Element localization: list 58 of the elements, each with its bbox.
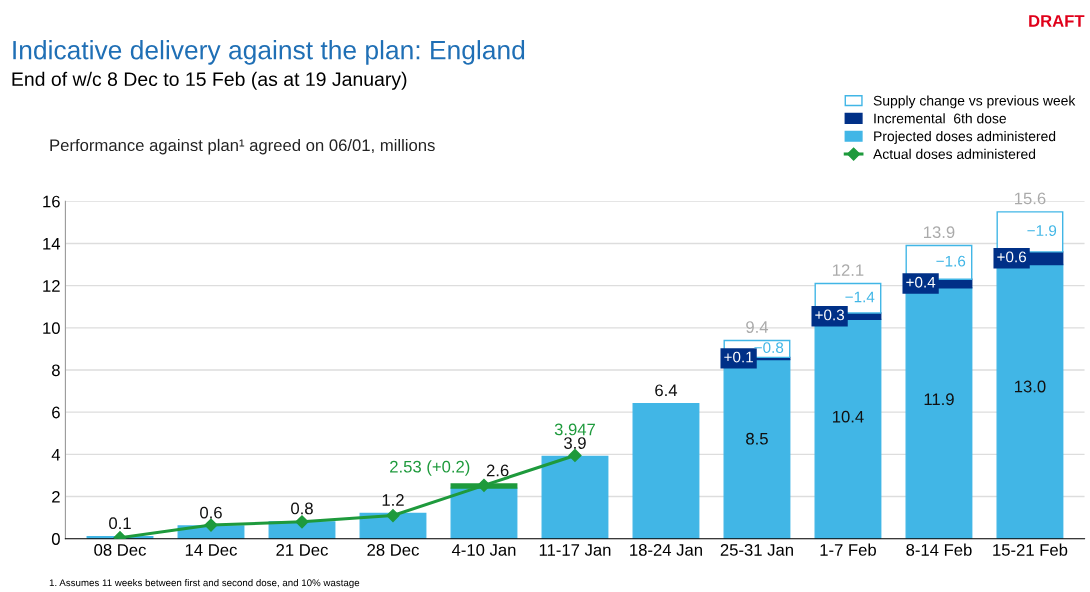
annotation: −1.9 xyxy=(1027,225,1057,236)
data-label: 13.0 xyxy=(1015,380,1046,393)
total-label: 9.4 xyxy=(746,321,769,333)
legend-label: Projected doses administered xyxy=(874,131,1056,144)
x-tick-label: 14 Dec xyxy=(185,544,237,556)
x-tick-label: 4-10 Jan xyxy=(451,544,516,556)
y-tick-label: 2 xyxy=(52,490,60,503)
x-tick-label: 25-31 Jan xyxy=(720,544,793,556)
point xyxy=(295,515,309,529)
total-label: 12.1 xyxy=(833,264,864,276)
bar xyxy=(450,487,518,539)
data-label: 8.5 xyxy=(746,432,768,445)
legend-label: Supply change vs previous week xyxy=(873,95,1076,109)
bar xyxy=(632,403,700,539)
x-tick-label: 08 Dec xyxy=(94,544,146,556)
data-label: 11.9 xyxy=(924,393,954,406)
annotation: −1.6 xyxy=(936,255,966,267)
y-tick-label: 14 xyxy=(43,238,61,250)
data-label: 3.947 xyxy=(554,423,595,436)
total-label: 15.6 xyxy=(1015,192,1046,205)
chart-subtitle: End of w/c 8 Dec to 15 Feb (as at 19 January) xyxy=(12,71,407,90)
total-label: 3.9 xyxy=(564,437,586,449)
data-label: 2.53 (+0.2) xyxy=(390,460,470,476)
y-tick-label: 8 xyxy=(51,364,60,377)
y-tick-label: 12 xyxy=(43,280,60,292)
total-label: 1.2 xyxy=(382,494,404,506)
total-label: 0.6 xyxy=(200,506,222,519)
x-tick-label: 8-14 Feb xyxy=(906,543,972,556)
y-tick-label: 4 xyxy=(51,448,61,461)
total-label: 0.8 xyxy=(291,502,313,515)
x-tick-label: 1-7 Feb xyxy=(820,543,876,556)
x-tick-label: 28 Dec xyxy=(367,544,419,556)
y-tick-label: 16 xyxy=(43,195,60,208)
y-tick-label: 6 xyxy=(52,406,60,419)
y-tick-label: 10 xyxy=(43,322,60,335)
total-label: 13.9 xyxy=(924,226,955,239)
annotation: −0.8 xyxy=(754,342,784,354)
text: DRAFT xyxy=(1029,15,1085,27)
y-tick-label: 0 xyxy=(51,533,60,545)
x-tick-label: 18-24 Jan xyxy=(630,544,702,556)
total-label: 6.4 xyxy=(655,384,678,397)
bar xyxy=(541,455,609,539)
point xyxy=(204,518,218,532)
x-tick-label: 15-21 Feb xyxy=(993,543,1068,556)
total-label: 2.6 xyxy=(486,464,509,477)
x-tick-label: 21 Dec xyxy=(276,544,328,556)
y-axis-title: Performance against plan¹ agreed on 06/01, millions xyxy=(50,138,435,155)
text: 1. Assumes 11 weeks between first and second dose, and 10% wastage xyxy=(49,579,360,589)
total-label: 0.1 xyxy=(109,517,131,530)
chart-title: Indicative delivery against the plan: England xyxy=(13,40,525,65)
data-label: 10.4 xyxy=(833,410,864,423)
legend-label: Actual doses administered xyxy=(873,148,1036,160)
annotation: −1.4 xyxy=(845,291,875,303)
point xyxy=(477,478,491,492)
legend-label: Incremental 6th dose xyxy=(874,113,1006,124)
point xyxy=(386,508,400,523)
point xyxy=(568,448,582,463)
x-tick-label: 11-17 Jan xyxy=(539,544,611,556)
